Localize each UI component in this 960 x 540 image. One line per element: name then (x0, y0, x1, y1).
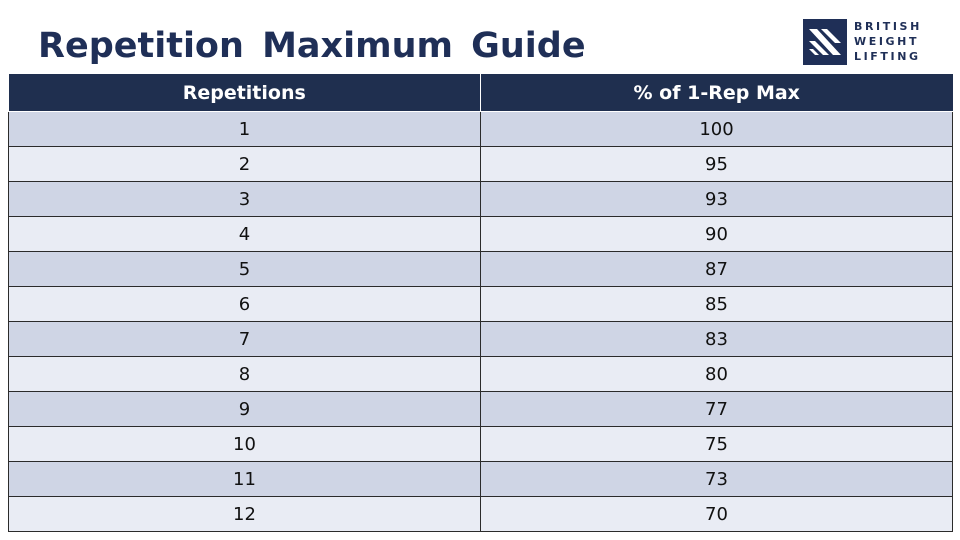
repetition-maximum-table: Repetitions % of 1-Rep Max 1 100 2 95 3 … (8, 74, 953, 532)
logo: BRITISH WEIGHT LIFTING (803, 19, 922, 65)
column-header-repetitions: Repetitions (8, 74, 481, 112)
table-header-row: Repetitions % of 1-Rep Max (8, 74, 953, 112)
table-row: 11 73 (8, 461, 953, 497)
table-row: 2 95 (8, 146, 953, 182)
percent-cell: 73 (480, 461, 953, 497)
table-row: 4 90 (8, 216, 953, 252)
percent-cell: 80 (480, 356, 953, 392)
repetitions-cell: 3 (8, 181, 481, 217)
percent-cell: 93 (480, 181, 953, 217)
page-title: Repetition Maximum Guide (38, 26, 586, 66)
table-row: 6 85 (8, 286, 953, 322)
logo-line: WEIGHT (854, 35, 920, 48)
percent-cell: 95 (480, 146, 953, 182)
table-row: 9 77 (8, 391, 953, 427)
repetitions-cell: 6 (8, 286, 481, 322)
repetitions-cell: 12 (8, 496, 481, 532)
repetitions-cell: 11 (8, 461, 481, 497)
percent-cell: 87 (480, 251, 953, 287)
repetitions-cell: 1 (8, 111, 481, 147)
percent-cell: 83 (480, 321, 953, 357)
percent-cell: 75 (480, 426, 953, 462)
table-row: 5 87 (8, 251, 953, 287)
logo-wordmark: BRITISH WEIGHT LIFTING (854, 20, 922, 64)
repetitions-cell: 10 (8, 426, 481, 462)
table-row: 7 83 (8, 321, 953, 357)
percent-cell: 70 (480, 496, 953, 532)
repetitions-cell: 7 (8, 321, 481, 357)
logo-line: BRITISH (854, 20, 922, 33)
logo-line: LIFTING (854, 50, 921, 63)
british-weight-lifting-logo-icon (803, 19, 847, 65)
percent-cell: 85 (480, 286, 953, 322)
repetitions-cell: 9 (8, 391, 481, 427)
column-header-percent-1rm: % of 1-Rep Max (480, 74, 953, 112)
table-row: 12 70 (8, 496, 953, 532)
percent-cell: 77 (480, 391, 953, 427)
table-row: 10 75 (8, 426, 953, 462)
repetitions-cell: 5 (8, 251, 481, 287)
repetitions-cell: 8 (8, 356, 481, 392)
repetitions-cell: 2 (8, 146, 481, 182)
table-row: 3 93 (8, 181, 953, 217)
table-row: 1 100 (8, 111, 953, 147)
table-row: 8 80 (8, 356, 953, 392)
percent-cell: 90 (480, 216, 953, 252)
repetitions-cell: 4 (8, 216, 481, 252)
percent-cell: 100 (480, 111, 953, 147)
